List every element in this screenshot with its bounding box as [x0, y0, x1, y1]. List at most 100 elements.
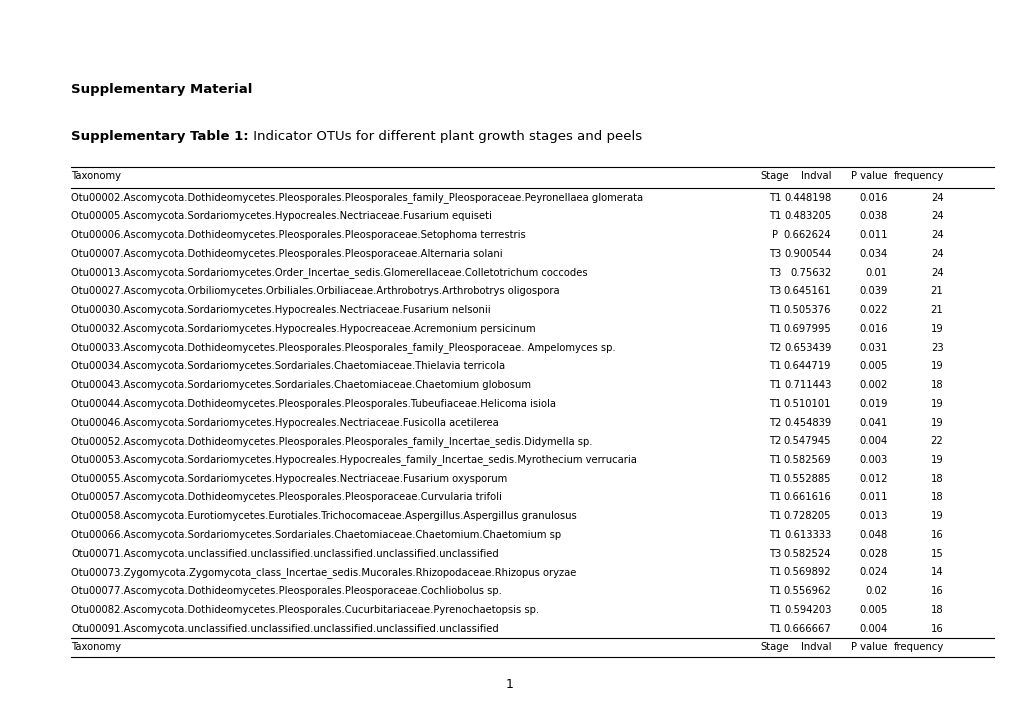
Text: 0.004: 0.004	[858, 624, 887, 634]
Text: 0.038: 0.038	[858, 211, 887, 221]
Text: Stage: Stage	[760, 172, 789, 181]
Text: 0.448198: 0.448198	[784, 193, 830, 203]
Text: 0.011: 0.011	[858, 492, 887, 503]
Text: T2: T2	[768, 417, 781, 428]
Text: 0.005: 0.005	[858, 605, 887, 615]
Text: 0.004: 0.004	[858, 436, 887, 446]
Text: 0.016: 0.016	[858, 324, 887, 334]
Text: Otu00082.Ascomycota.Dothideomycetes.Pleosporales.Cucurbitariaceae.Pyrenochaetops: Otu00082.Ascomycota.Dothideomycetes.Pleo…	[71, 605, 539, 615]
Text: T1: T1	[768, 624, 781, 634]
Text: 24: 24	[930, 249, 943, 259]
Text: T1: T1	[768, 324, 781, 334]
Text: 16: 16	[930, 624, 943, 634]
Text: 0.697995: 0.697995	[783, 324, 830, 334]
Text: 0.75632: 0.75632	[790, 267, 830, 278]
Text: Otu00034.Ascomycota.Sordariomycetes.Sordariales.Chaetomiaceae.Thielavia terricol: Otu00034.Ascomycota.Sordariomycetes.Sord…	[71, 361, 505, 371]
Text: T1: T1	[768, 605, 781, 615]
Text: Otu00033.Ascomycota.Dothideomycetes.Pleosporales.Pleosporales_family_Pleosporace: Otu00033.Ascomycota.Dothideomycetes.Pleo…	[71, 342, 615, 353]
Text: P value: P value	[850, 172, 887, 181]
Text: 0.022: 0.022	[858, 305, 887, 315]
Text: Otu00013.Ascomycota.Sordariomycetes.Order_Incertae_sedis.Glomerellaceae.Colletot: Otu00013.Ascomycota.Sordariomycetes.Orde…	[71, 267, 587, 278]
Text: Otu00077.Ascomycota.Dothideomycetes.Pleosporales.Pleosporaceae.Cochliobolus sp.: Otu00077.Ascomycota.Dothideomycetes.Pleo…	[71, 586, 501, 596]
Text: 0.454839: 0.454839	[784, 417, 830, 428]
Text: T1: T1	[768, 399, 781, 409]
Text: T1: T1	[768, 380, 781, 390]
Text: 0.048: 0.048	[858, 530, 887, 540]
Text: Stage: Stage	[760, 642, 789, 653]
Text: Otu00073.Zygomycota.Zygomycota_class_Incertae_sedis.Mucorales.Rhizopodaceae.Rhiz: Otu00073.Zygomycota.Zygomycota_class_Inc…	[71, 567, 576, 578]
Text: Otu00030.Ascomycota.Sordariomycetes.Hypocreales.Nectriaceae.Fusarium nelsonii: Otu00030.Ascomycota.Sordariomycetes.Hypo…	[71, 305, 490, 315]
Text: 16: 16	[930, 586, 943, 596]
Text: 0.594203: 0.594203	[784, 605, 830, 615]
Text: 0.653439: 0.653439	[784, 342, 830, 353]
Text: 24: 24	[930, 267, 943, 278]
Text: 18: 18	[930, 492, 943, 503]
Text: 0.01: 0.01	[864, 267, 887, 278]
Text: Otu00058.Ascomycota.Eurotiomycetes.Eurotiales.Trichocomaceae.Aspergillus.Aspergi: Otu00058.Ascomycota.Eurotiomycetes.Eurot…	[71, 511, 577, 521]
Text: Otu00052.Ascomycota.Dothideomycetes.Pleosporales.Pleosporales_family_Incertae_se: Otu00052.Ascomycota.Dothideomycetes.Pleo…	[71, 435, 592, 447]
Text: 19: 19	[930, 511, 943, 521]
Text: P value: P value	[850, 642, 887, 653]
Text: T1: T1	[768, 530, 781, 540]
Text: T1: T1	[768, 492, 781, 503]
Text: Otu00091.Ascomycota.unclassified.unclassified.unclassified.unclassified.unclassi: Otu00091.Ascomycota.unclassified.unclass…	[71, 624, 498, 634]
Text: Otu00032.Ascomycota.Sordariomycetes.Hypocreales.Hypocreaceae.Acremonium persicin: Otu00032.Ascomycota.Sordariomycetes.Hypo…	[71, 324, 536, 334]
Text: 0.505376: 0.505376	[783, 305, 830, 315]
Text: T1: T1	[768, 361, 781, 371]
Text: 0.569892: 0.569892	[783, 567, 830, 578]
Text: 0.011: 0.011	[858, 230, 887, 240]
Text: T1: T1	[768, 511, 781, 521]
Text: Otu00071.Ascomycota.unclassified.unclassified.unclassified.unclassified.unclassi: Otu00071.Ascomycota.unclassified.unclass…	[71, 549, 498, 559]
Text: Otu00055.Ascomycota.Sordariomycetes.Hypocreales.Nectriaceae.Fusarium oxysporum: Otu00055.Ascomycota.Sordariomycetes.Hypo…	[71, 474, 507, 484]
Text: Supplementary Table 1:: Supplementary Table 1:	[71, 130, 249, 143]
Text: 0.012: 0.012	[858, 474, 887, 484]
Text: 0.900544: 0.900544	[784, 249, 830, 259]
Text: 24: 24	[930, 230, 943, 240]
Text: Otu00053.Ascomycota.Sordariomycetes.Hypocreales.Hypocreales_family_Incertae_sedi: Otu00053.Ascomycota.Sordariomycetes.Hypo…	[71, 454, 637, 466]
Text: 1: 1	[505, 678, 514, 691]
Text: T3: T3	[768, 549, 781, 559]
Text: 0.034: 0.034	[858, 249, 887, 259]
Text: T3: T3	[768, 267, 781, 278]
Text: 0.02: 0.02	[864, 586, 887, 596]
Text: T1: T1	[768, 567, 781, 578]
Text: 0.547945: 0.547945	[783, 436, 830, 446]
Text: T1: T1	[768, 474, 781, 484]
Text: T3: T3	[768, 249, 781, 259]
Text: Otu00002.Ascomycota.Dothideomycetes.Pleosporales.Pleosporales_family_Pleosporace: Otu00002.Ascomycota.Dothideomycetes.Pleo…	[71, 192, 643, 203]
Text: 0.002: 0.002	[858, 380, 887, 390]
Text: 19: 19	[930, 324, 943, 334]
Text: 18: 18	[930, 380, 943, 390]
Text: 0.645161: 0.645161	[783, 286, 830, 296]
Text: 0.041: 0.041	[858, 417, 887, 428]
Text: Otu00043.Ascomycota.Sordariomycetes.Sordariales.Chaetomiaceae.Chaetomium globosu: Otu00043.Ascomycota.Sordariomycetes.Sord…	[71, 380, 531, 390]
Text: 0.016: 0.016	[858, 193, 887, 203]
Text: 0.003: 0.003	[858, 455, 887, 465]
Text: 0.028: 0.028	[858, 549, 887, 559]
Text: T1: T1	[768, 586, 781, 596]
Text: 19: 19	[930, 417, 943, 428]
Text: 14: 14	[930, 567, 943, 578]
Text: Otu00006.Ascomycota.Dothideomycetes.Pleosporales.Pleosporaceae.Setophoma terrest: Otu00006.Ascomycota.Dothideomycetes.Pleo…	[71, 230, 526, 240]
Text: 22: 22	[930, 436, 943, 446]
Text: 24: 24	[930, 211, 943, 221]
Text: Otu00066.Ascomycota.Sordariomycetes.Sordariales.Chaetomiaceae.Chaetomium.Chaetom: Otu00066.Ascomycota.Sordariomycetes.Sord…	[71, 530, 561, 540]
Text: 19: 19	[930, 399, 943, 409]
Text: 0.644719: 0.644719	[783, 361, 830, 371]
Text: 23: 23	[930, 342, 943, 353]
Text: T1: T1	[768, 193, 781, 203]
Text: 0.582569: 0.582569	[783, 455, 830, 465]
Text: 0.031: 0.031	[858, 342, 887, 353]
Text: T2: T2	[768, 342, 781, 353]
Text: 18: 18	[930, 474, 943, 484]
Text: 19: 19	[930, 361, 943, 371]
Text: 21: 21	[930, 286, 943, 296]
Text: Otu00007.Ascomycota.Dothideomycetes.Pleosporales.Pleosporaceae.Alternaria solani: Otu00007.Ascomycota.Dothideomycetes.Pleo…	[71, 249, 502, 259]
Text: Indval: Indval	[800, 642, 830, 653]
Text: 15: 15	[930, 549, 943, 559]
Text: Otu00046.Ascomycota.Sordariomycetes.Hypocreales.Nectriaceae.Fusicolla acetilerea: Otu00046.Ascomycota.Sordariomycetes.Hypo…	[71, 417, 498, 428]
Text: 0.483205: 0.483205	[784, 211, 830, 221]
Text: 19: 19	[930, 455, 943, 465]
Text: 0.510101: 0.510101	[783, 399, 830, 409]
Text: 0.728205: 0.728205	[783, 511, 830, 521]
